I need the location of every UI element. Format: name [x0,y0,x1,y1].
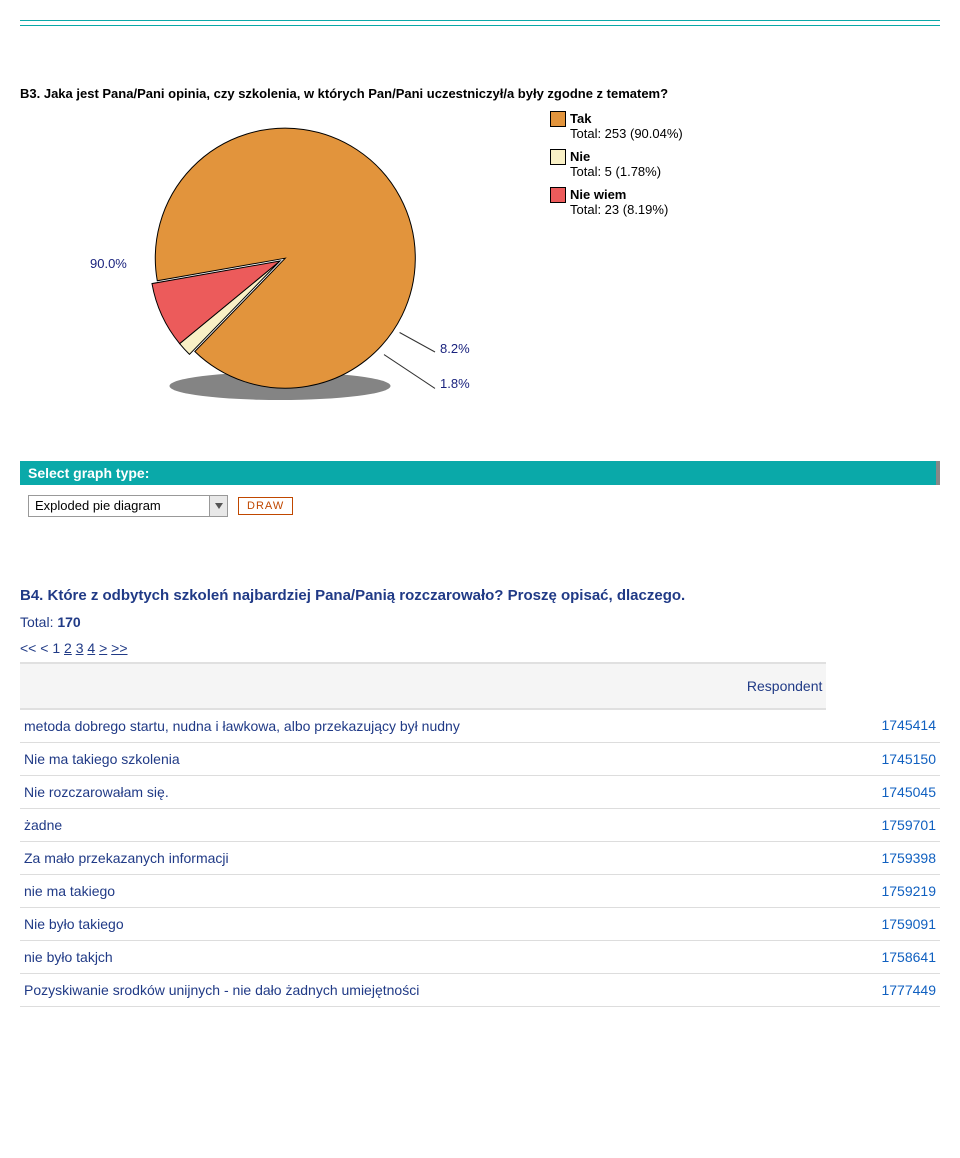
question-total: Total: 170 [20,614,940,630]
respondent-id: 1759091 [826,908,940,941]
pager-first: << [20,640,36,656]
legend-swatch [550,187,566,203]
legend-text: Nie wiemTotal: 23 (8.19%) [570,187,668,217]
response-text: nie było takjch [20,941,826,974]
pager-next[interactable]: > [99,640,107,656]
pager-last[interactable]: >> [111,640,127,656]
chevron-down-icon[interactable] [209,496,227,516]
total-value: 170 [57,614,80,630]
pager-page[interactable]: 3 [76,640,84,656]
chart-area: 90.0% 1.8% 8.2% TakTotal: 253 (90.04%) NieT… [20,111,940,441]
legend-swatch [550,149,566,165]
respondent-id: 1759398 [826,842,940,875]
legend-item: TakTotal: 253 (90.04%) [550,111,683,141]
respondent-id: 1777449 [826,974,940,1007]
table-row: nie było takjch1758641 [20,941,940,974]
chart-legend: TakTotal: 253 (90.04%) NieTotal: 5 (1.78%… [550,111,683,225]
response-text: Nie rozczarowałam się. [20,776,826,809]
response-text: Nie było takiego [20,908,826,941]
respondent-id: 1745414 [826,709,940,743]
legend-item: Nie wiemTotal: 23 (8.19%) [550,187,683,217]
response-text: Za mało przekazanych informacji [20,842,826,875]
response-text: Pozyskiwanie srodków unijnych - nie dało… [20,974,826,1007]
response-text: żadne [20,809,826,842]
response-text: metoda dobrego startu, nudna i ławkowa, … [20,709,826,743]
slice-percent-label: 1.8% [440,376,470,391]
respondent-id: 1745045 [826,776,940,809]
legend-swatch [550,111,566,127]
response-text: nie ma takiego [20,875,826,908]
slice-percent-label: 90.0% [90,256,127,271]
graph-type-dropdown[interactable]: Exploded pie diagram [28,495,228,517]
respondent-id: 1759219 [826,875,940,908]
chart-title: B3. Jaka jest Pana/Pani opinia, czy szko… [20,86,940,101]
table-row: żadne1759701 [20,809,940,842]
legend-item: NieTotal: 5 (1.78%) [550,149,683,179]
table-row: Za mało przekazanych informacji1759398 [20,842,940,875]
select-graph-row: Exploded pie diagram DRAW [20,485,940,547]
graph-type-selected: Exploded pie diagram [29,496,209,516]
divider-2 [20,25,940,26]
table-row: nie ma takiego1759219 [20,875,940,908]
question-title: B4. Które z odbytych szkoleń najbardziej… [20,587,940,604]
slice-percent-label: 8.2% [440,341,470,356]
select-graph-header: Select graph type: [20,461,940,485]
total-label: Total: [20,614,53,630]
respondent-id: 1745150 [826,743,940,776]
responses-table: Respondent metoda dobrego startu, nudna … [20,662,940,1007]
table-row: Nie ma takiego szkolenia1745150 [20,743,940,776]
draw-button[interactable]: DRAW [238,497,293,515]
respondent-id: 1759701 [826,809,940,842]
pager-prev: < [40,640,48,656]
pager: << < 1 2 3 4 > >> [20,640,940,656]
legend-text: NieTotal: 5 (1.78%) [570,149,661,179]
table-header-respondent: Respondent [20,663,826,709]
legend-text: TakTotal: 253 (90.04%) [570,111,683,141]
pager-page[interactable]: 4 [87,640,95,656]
pager-page: 1 [52,640,60,656]
pie-chart [140,121,440,434]
table-row: metoda dobrego startu, nudna i ławkowa, … [20,709,940,743]
pager-page[interactable]: 2 [64,640,72,656]
table-row: Nie rozczarowałam się.1745045 [20,776,940,809]
table-row: Nie było takiego1759091 [20,908,940,941]
respondent-id: 1758641 [826,941,940,974]
response-text: Nie ma takiego szkolenia [20,743,826,776]
table-row: Pozyskiwanie srodków unijnych - nie dało… [20,974,940,1007]
divider-1 [20,20,940,21]
